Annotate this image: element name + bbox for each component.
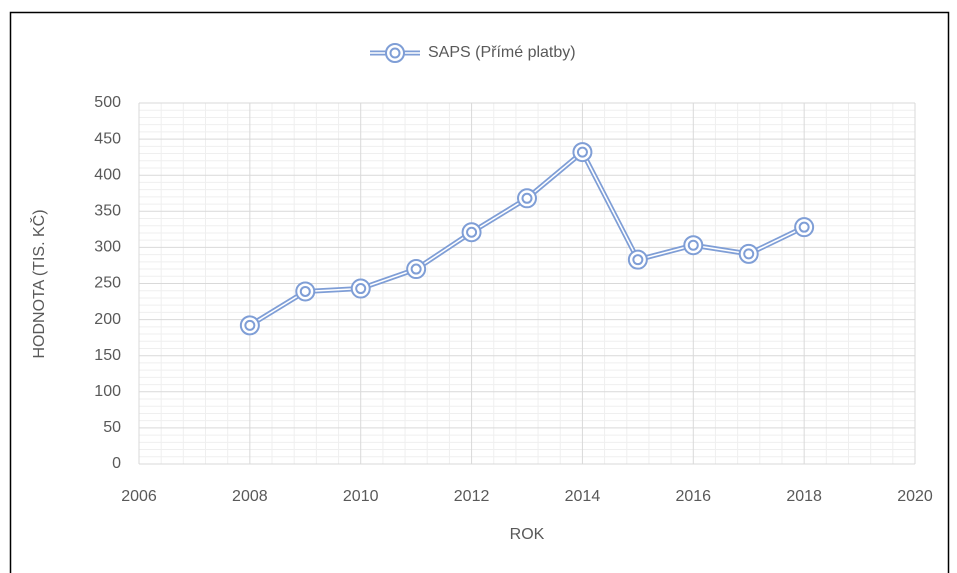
x-tick-label: 2020 (897, 488, 933, 505)
x-tick-label: 2012 (454, 488, 490, 505)
point (406, 259, 427, 280)
marker-inner (244, 319, 256, 331)
marker-inner (632, 254, 644, 266)
point (461, 222, 482, 243)
marker-inner (576, 146, 588, 158)
point (385, 43, 405, 63)
marker-inner (466, 226, 478, 238)
x-tick-label: 2010 (343, 488, 379, 505)
marker-inner (410, 263, 422, 275)
marker-inner (355, 283, 367, 295)
marker-inner (687, 239, 699, 251)
marker-inner (299, 285, 311, 297)
grid (138, 102, 916, 465)
y-tick-label: 500 (94, 94, 121, 111)
marker-inner (521, 192, 533, 204)
x-axis-label: ROK (510, 526, 545, 543)
y-tick-label: 100 (94, 383, 121, 400)
point (239, 315, 260, 336)
x-tick-label: 2016 (675, 488, 711, 505)
y-axis-label: HODNOTA (TIS. KČ) (29, 209, 48, 358)
y-tick-label: 200 (94, 311, 121, 328)
point (350, 278, 371, 299)
series-line (248, 148, 806, 328)
y-tick-label: 350 (94, 203, 121, 220)
x-tick-label: 2014 (565, 488, 601, 505)
y-tick-label: 0 (112, 455, 121, 472)
x-tick-label: 2006 (121, 488, 157, 505)
point (572, 142, 593, 163)
line-outer (248, 148, 806, 328)
frame (9, 11, 950, 573)
y-tick-label: 150 (94, 347, 121, 364)
y-tick-label: 300 (94, 239, 121, 256)
marker-inner (743, 248, 755, 260)
x-tick-label: 2018 (786, 488, 822, 505)
y-tick-label: 400 (94, 166, 121, 183)
point (738, 243, 759, 264)
y-tick-label: 250 (94, 275, 121, 292)
y-tick-label: 50 (103, 419, 121, 436)
point (794, 217, 815, 238)
point (295, 281, 316, 302)
x-tick-label: 2008 (232, 488, 268, 505)
marker-inner (389, 47, 401, 59)
point (683, 235, 704, 256)
point (627, 249, 648, 270)
y-tick-label: 450 (94, 130, 121, 147)
legend-label: SAPS (Přímé platby) (428, 44, 576, 61)
line-inner (249, 150, 805, 327)
point (517, 188, 537, 209)
marker-inner (798, 221, 810, 233)
